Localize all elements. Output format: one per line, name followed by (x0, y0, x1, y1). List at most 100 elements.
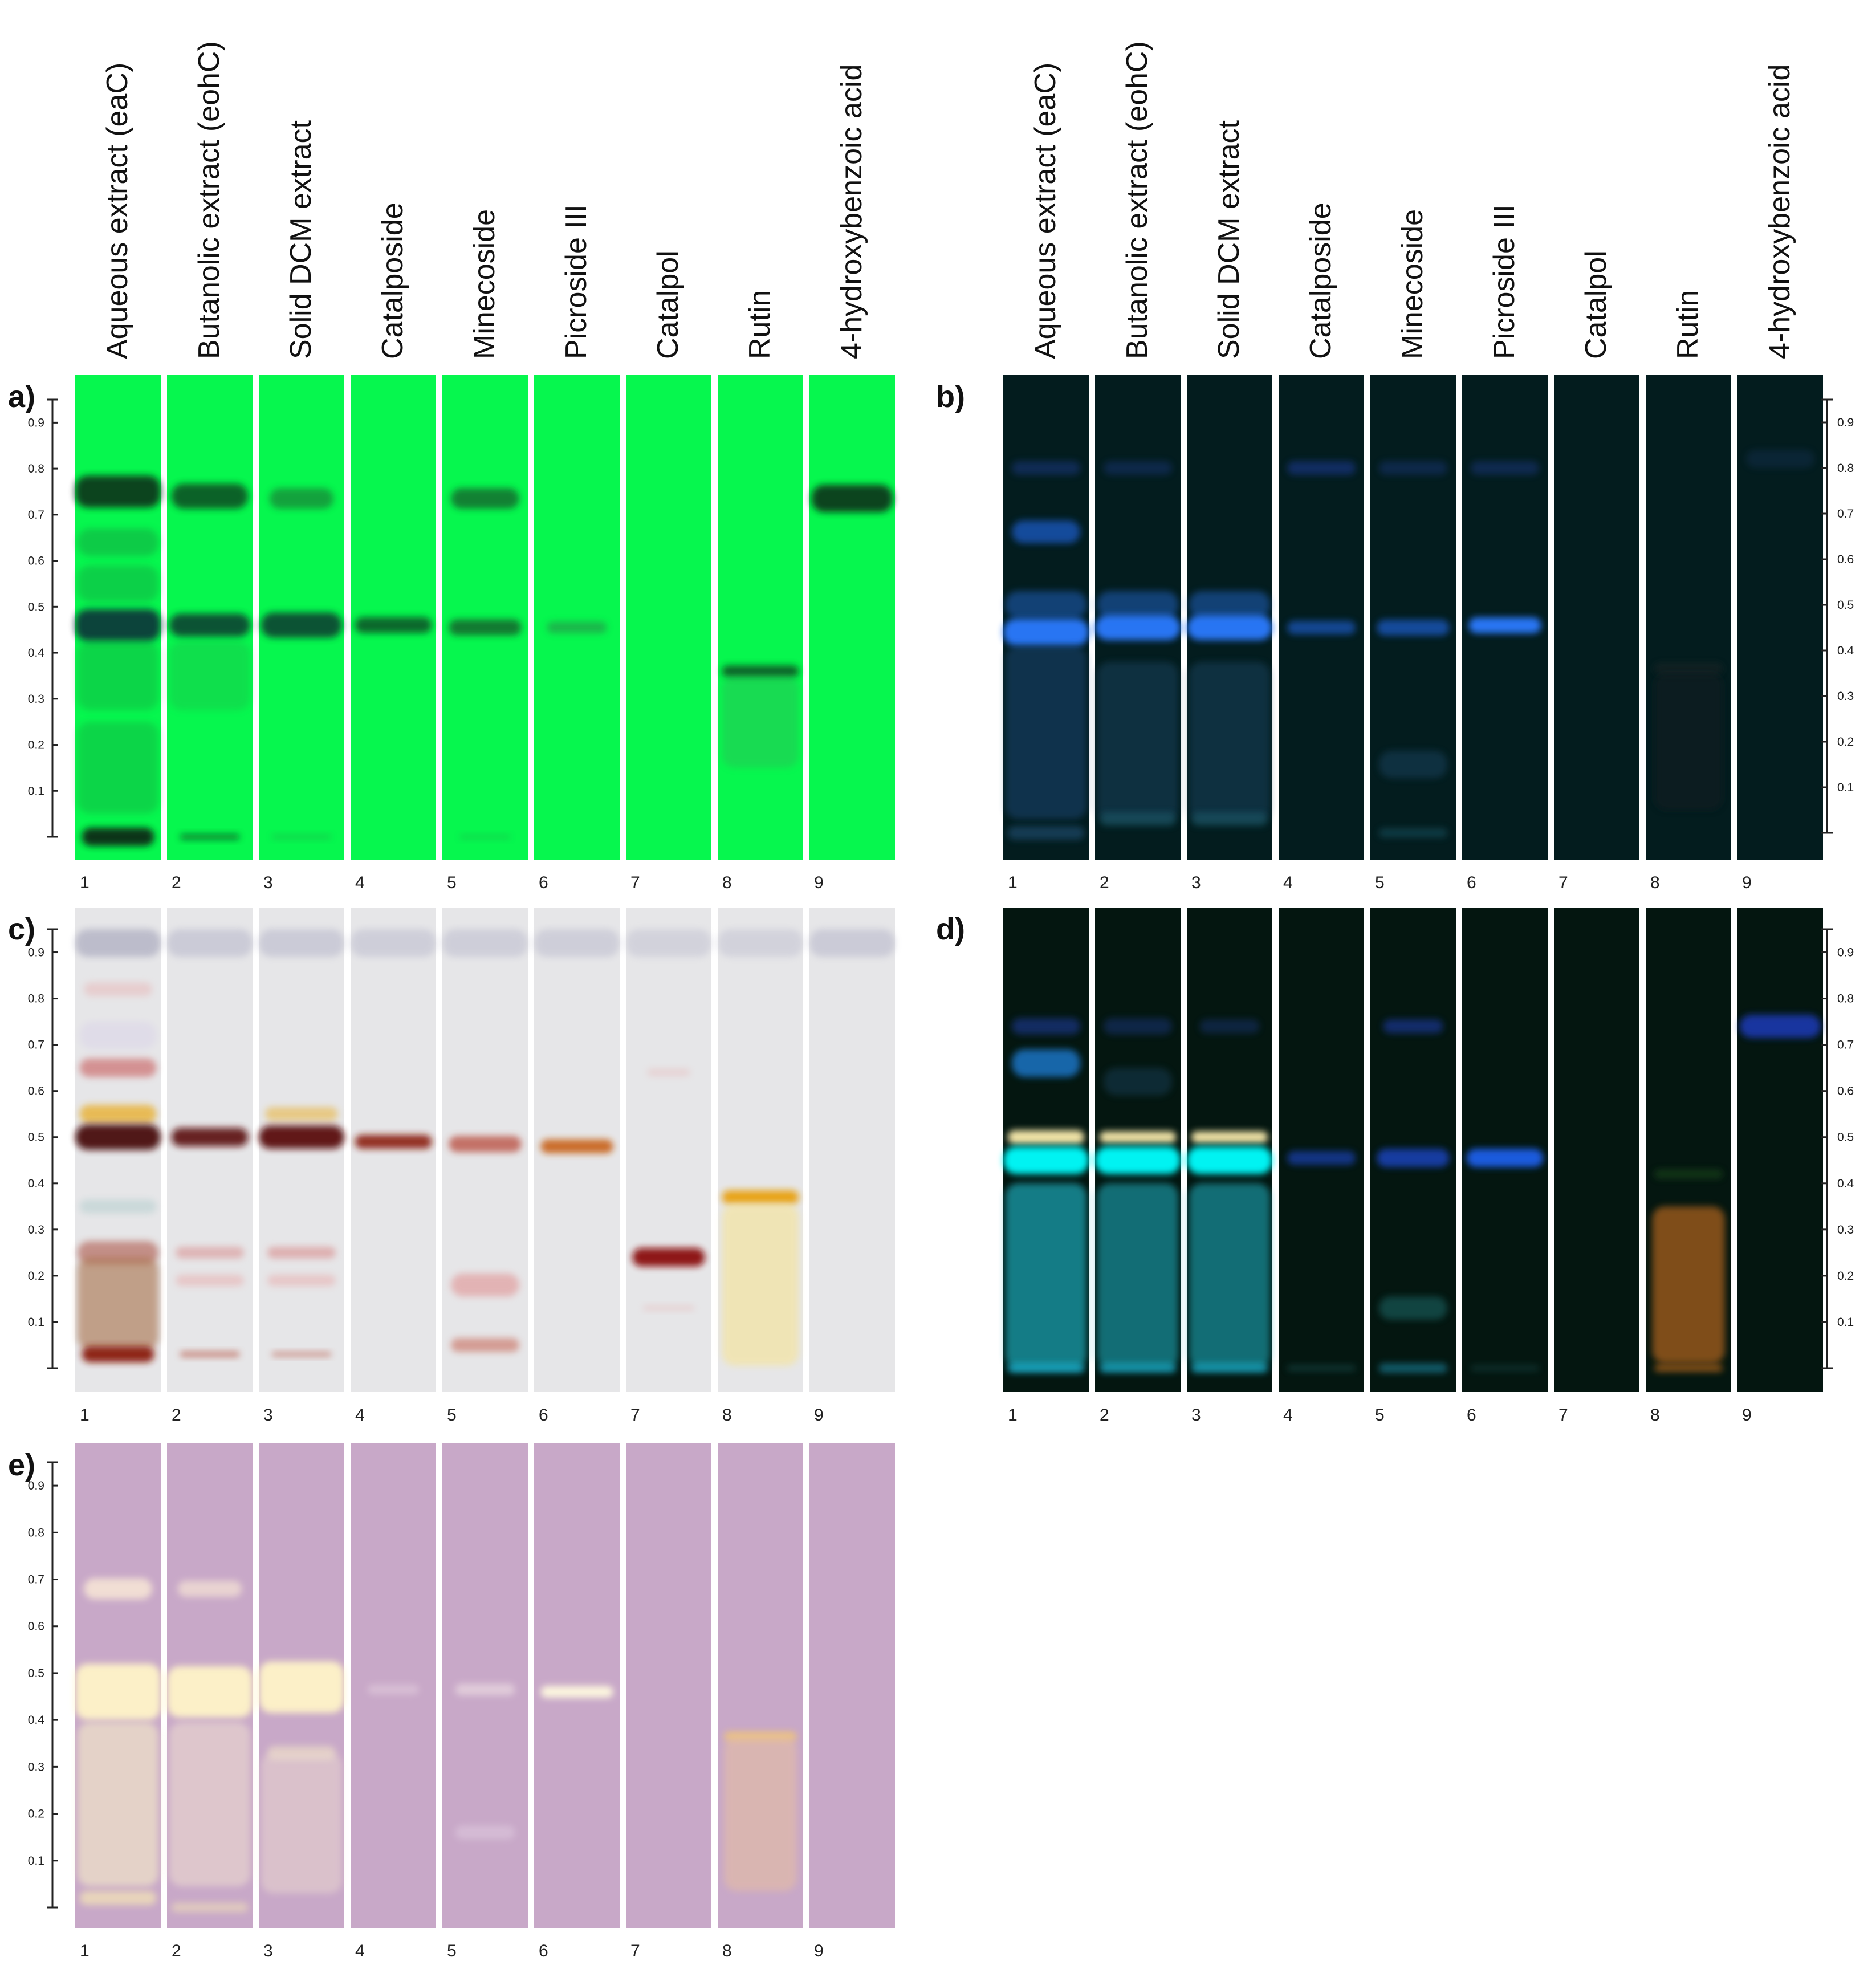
lane-number: 1 (1008, 873, 1018, 892)
lane-number: 1 (80, 873, 89, 892)
compound-labels-right: Aqueous extract (eaC) Butanolic extract (… (1029, 41, 1796, 359)
plate-lane-background (809, 375, 895, 860)
lane-3 (259, 375, 344, 860)
rf-tick-label: 0.2 (28, 739, 44, 752)
compound-label-minecoside: Minecoside (1396, 209, 1429, 359)
lane-number: 4 (1283, 873, 1293, 892)
band (77, 1722, 159, 1887)
lane-2 (167, 1443, 253, 1928)
lane-number: 4 (355, 873, 365, 892)
lane-number: 5 (1375, 1406, 1385, 1425)
band (180, 834, 240, 840)
band (534, 929, 620, 957)
rf-tick-label: 0.5 (28, 600, 44, 613)
compound-label-aqueous-extract-eac: Aqueous extract (eaC) (101, 63, 134, 359)
lane-number: 9 (1742, 1406, 1752, 1425)
lane-3 (1187, 375, 1272, 860)
lane-4 (1279, 908, 1364, 1392)
band (267, 1247, 336, 1259)
rf-tick-label: 0.7 (28, 1039, 44, 1052)
rf-tick-label: 0.5 (1837, 599, 1854, 612)
lane-2 (1095, 375, 1181, 860)
lane-9 (809, 375, 895, 860)
band (1379, 751, 1447, 778)
lane-8 (718, 375, 803, 860)
lane-number: 8 (722, 1942, 732, 1960)
band (84, 1578, 152, 1600)
compound-label-minecoside: Minecoside (468, 209, 501, 359)
band (1471, 461, 1539, 475)
compound-label-rutin: Rutin (1671, 290, 1704, 359)
rf-tick-label: 0.1 (28, 1316, 44, 1329)
band (1466, 1149, 1544, 1167)
band (79, 1105, 157, 1124)
plate-lane-background (626, 375, 711, 860)
band (718, 929, 803, 957)
band (75, 475, 161, 508)
rf-tick-label: 0.3 (28, 1223, 44, 1236)
lane-number: 5 (447, 873, 457, 892)
band (1379, 1363, 1447, 1373)
band (1005, 591, 1087, 619)
band (1099, 1363, 1177, 1373)
plate-lane-background (1279, 908, 1364, 1392)
compound-label-solid-dcm-extract: Solid DCM extract (284, 120, 318, 359)
band (1654, 673, 1723, 810)
rf-tick-label: 0.5 (28, 1131, 44, 1144)
rf-tick-label: 0.1 (28, 1854, 44, 1868)
lane-6 (1462, 908, 1548, 1392)
compound-label-picroside-iii: Picroside III (560, 204, 593, 359)
band (1471, 1365, 1539, 1371)
lane-number: 7 (1558, 1406, 1568, 1425)
band (167, 1666, 253, 1718)
lane-number: 4 (355, 1406, 365, 1425)
band (1097, 662, 1179, 821)
lane-number: 7 (1558, 873, 1568, 892)
lane-6 (534, 908, 620, 1392)
rf-tick-label: 0.9 (28, 946, 44, 959)
band (722, 1190, 799, 1205)
lane-7 (626, 908, 711, 1392)
lane-9 (1737, 375, 1823, 860)
rf-tick-label: 0.7 (28, 1573, 44, 1586)
compound-label-catalposide: Catalposide (376, 202, 409, 359)
band (1099, 1131, 1177, 1143)
lane-number: 1 (80, 1942, 89, 1960)
plate-lane-background (626, 908, 711, 1392)
lane-5 (442, 908, 528, 1392)
band (722, 676, 799, 768)
plate-lane-background (809, 908, 895, 1392)
band (647, 1069, 690, 1076)
compound-label-catalposide: Catalposide (1304, 202, 1337, 359)
plate-lane-background (1554, 375, 1639, 860)
lane-1 (1003, 375, 1089, 860)
rf-tick-label: 0.7 (28, 508, 44, 522)
band (1005, 1183, 1087, 1368)
lane-3 (259, 908, 344, 1392)
band (1097, 591, 1179, 619)
rf-tick-label: 0.8 (28, 462, 44, 475)
band (1007, 826, 1085, 840)
band (1652, 1206, 1725, 1364)
lane-8 (1646, 375, 1731, 860)
lane-number: 5 (447, 1942, 457, 1960)
rf-tick-label: 0.2 (1837, 735, 1854, 748)
lane-4 (1279, 375, 1364, 860)
rf-tick-label: 0.5 (28, 1667, 44, 1680)
lane-number: 2 (1100, 873, 1109, 892)
band (79, 1022, 157, 1049)
lane-1 (75, 908, 161, 1392)
panel-e: e) 1 2 3 4 5 6 7 8 9 0.1 0.2 0.3 0.4 0.5 0.6 0.7 0.8 0.9 (8, 1443, 895, 1960)
lane-number: 3 (1191, 1406, 1201, 1425)
compound-label-butanolic-extract-eohc: Butanolic extract (eohC) (193, 41, 226, 359)
lane-number: 9 (814, 873, 824, 892)
band (1654, 1364, 1723, 1372)
band (722, 1204, 799, 1366)
band (547, 621, 607, 633)
lane-number: 8 (1650, 873, 1660, 892)
rf-tick-label: 0.3 (28, 693, 44, 706)
band (442, 929, 528, 957)
lane-number: 1 (1008, 1406, 1018, 1425)
plate-lane-background (534, 375, 620, 860)
lane-number: 5 (447, 1406, 457, 1425)
